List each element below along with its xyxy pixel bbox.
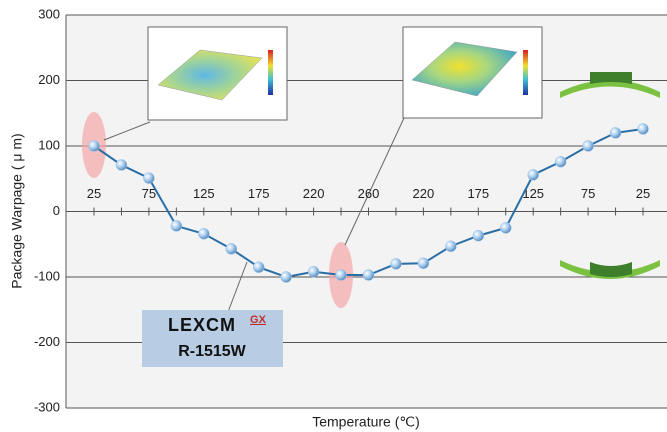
warp-icon-down bbox=[560, 260, 660, 279]
y-tick-label: 300 bbox=[38, 6, 60, 21]
y-tick-label: 0 bbox=[53, 203, 60, 218]
x-tick-label: 75 bbox=[581, 186, 595, 201]
x-axis-title: Temperature (℃) bbox=[312, 414, 420, 430]
x-tick-label: 25 bbox=[87, 186, 101, 201]
data-point bbox=[88, 140, 100, 152]
x-tick-label: 175 bbox=[467, 186, 489, 201]
data-point bbox=[472, 229, 485, 242]
data-point bbox=[554, 155, 567, 168]
data-point bbox=[307, 266, 320, 278]
data-point bbox=[445, 240, 457, 252]
data-point bbox=[335, 269, 347, 281]
y-tick-label: -100 bbox=[34, 268, 60, 283]
y-tick-label: 100 bbox=[38, 137, 60, 152]
data-point bbox=[252, 261, 265, 273]
x-tick-label: 175 bbox=[248, 186, 270, 201]
data-point bbox=[417, 257, 430, 269]
callout-line bbox=[344, 117, 405, 246]
x-tick-label: 125 bbox=[193, 186, 215, 201]
data-point bbox=[609, 127, 622, 139]
product-box bbox=[142, 310, 283, 367]
data-point bbox=[143, 172, 155, 184]
warp-icon-up bbox=[560, 80, 660, 98]
x-tick-label: 75 bbox=[142, 186, 156, 201]
y-tick-label: -200 bbox=[34, 334, 60, 349]
callout-line bbox=[103, 121, 151, 141]
product-model: R-1515W bbox=[178, 343, 246, 360]
data-point bbox=[362, 269, 375, 281]
y-tick-label: -300 bbox=[34, 399, 60, 414]
x-tick-label: 125 bbox=[522, 186, 544, 201]
data-point bbox=[637, 123, 649, 135]
warp-icon-up-chip bbox=[590, 72, 632, 84]
y-tick-label: 200 bbox=[38, 72, 60, 87]
data-point bbox=[500, 222, 512, 234]
data-point bbox=[170, 220, 183, 232]
grid bbox=[65, 14, 667, 409]
y-axis-title: Package Warpage ( μ m) bbox=[9, 133, 25, 288]
data-point bbox=[198, 228, 210, 240]
warp-icon-down-chip bbox=[590, 262, 632, 277]
data-point bbox=[225, 243, 237, 255]
warpage-map bbox=[402, 26, 543, 119]
data-point bbox=[582, 140, 594, 152]
product-suffix: GX bbox=[250, 314, 267, 326]
data-point bbox=[527, 169, 539, 181]
callout-line bbox=[227, 261, 248, 313]
x-tick-label: 220 bbox=[413, 186, 435, 201]
data-point bbox=[115, 159, 128, 171]
x-tick-label: 25 bbox=[636, 186, 650, 201]
product-brand: LEXCM bbox=[168, 315, 236, 335]
data-point bbox=[280, 271, 292, 283]
x-tick-label: 220 bbox=[303, 186, 325, 201]
x-tick-label: 260 bbox=[358, 186, 380, 201]
data-point bbox=[390, 258, 402, 270]
warpage-map bbox=[147, 26, 288, 121]
